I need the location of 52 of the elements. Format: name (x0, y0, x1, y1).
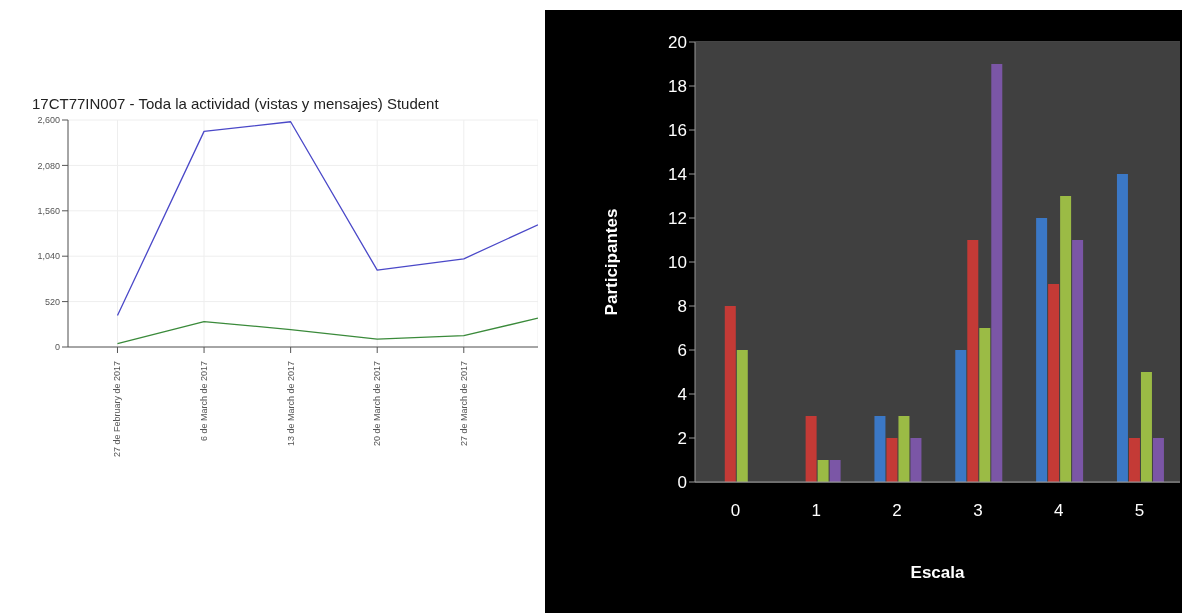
bar (805, 416, 817, 482)
x-tick-label: 1 (811, 501, 821, 521)
bar (1128, 438, 1140, 482)
y-tick-label: 12 (668, 209, 687, 229)
bar (1072, 240, 1084, 482)
y-tick-label: 1,040 (37, 251, 60, 262)
chart-title: 17CT77IN007 - Toda la actividad (vistas y mensajes) Student (32, 95, 440, 112)
bar (898, 416, 910, 482)
bar (1060, 196, 1072, 482)
line-series (116, 317, 538, 345)
x-tick-label: 2 (892, 501, 902, 521)
x-tick-label: 13 de March de 2017 (285, 361, 296, 447)
bar (991, 64, 1003, 482)
bar (1116, 174, 1128, 482)
bar (1140, 372, 1152, 482)
y-tick-label: 0 (677, 473, 687, 493)
y-tick-label: 1,560 (37, 205, 60, 216)
x-tick-label: 5 (1134, 501, 1145, 521)
bar (1048, 284, 1060, 482)
bar (724, 306, 736, 482)
x-tick-label: 4 (1054, 501, 1064, 521)
bar (1036, 218, 1048, 482)
x-tick-label: 27 de February de 2017 (112, 361, 123, 458)
y-axis-title: Participantes (602, 208, 622, 316)
y-tick-label: 2,600 (37, 115, 60, 126)
y-tick-label: 6 (677, 341, 687, 361)
bar (874, 416, 886, 482)
y-tick-label: 14 (668, 165, 687, 185)
y-tick-label: 0 (54, 342, 60, 353)
bar (910, 438, 922, 482)
bar (967, 240, 979, 482)
x-tick-label: 20 de March de 2017 (372, 361, 383, 447)
bar (736, 350, 748, 482)
y-tick-label: 18 (668, 77, 687, 97)
bar (886, 438, 898, 482)
y-tick-label: 8 (677, 297, 687, 317)
bar (979, 328, 991, 482)
line-series (116, 121, 538, 317)
x-tick-label: 0 (730, 501, 741, 521)
y-tick-label: 10 (668, 253, 687, 273)
y-tick-label: 520 (44, 296, 60, 307)
bar (955, 350, 967, 482)
x-axis-title: Escala (910, 563, 965, 582)
y-tick-label: 20 (668, 33, 687, 53)
bar (817, 460, 829, 482)
x-tick-label: 27 de March de 2017 (458, 361, 469, 447)
y-tick-label: 2,080 (37, 160, 60, 171)
x-tick-label: 6 de March de 2017 (199, 361, 210, 442)
bar (829, 460, 841, 482)
x-tick-label: 3 (973, 501, 983, 521)
bar (1152, 438, 1164, 482)
y-tick-label: 16 (668, 121, 687, 141)
